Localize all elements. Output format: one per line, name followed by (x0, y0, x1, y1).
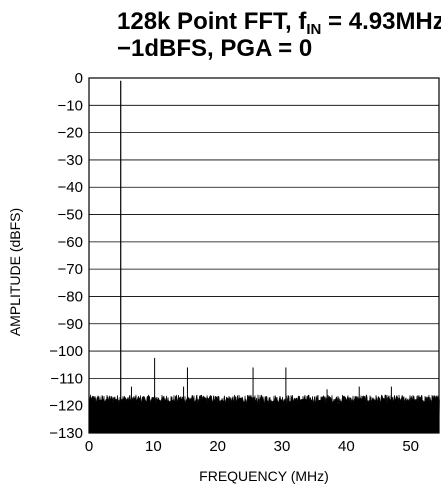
x-tick-label: 0 (85, 438, 93, 455)
chart-title-line2: −1dBFS, PGA = 0 (117, 35, 312, 62)
chart-title-line1: 128k Point FFT, fIN = 4.93MHz, (117, 8, 441, 38)
x-tick-label: 40 (338, 438, 355, 455)
spectrum-lines (121, 81, 392, 433)
y-axis-label: AMPLITUDE (dBFS) (7, 208, 23, 336)
plot-frame (89, 78, 439, 433)
noise-floor-fill (89, 395, 440, 433)
y-tick-label: −130 (49, 425, 83, 442)
y-tick-label: 0 (75, 70, 83, 87)
x-tick-label: 20 (209, 438, 226, 455)
x-tick-label: 10 (145, 438, 162, 455)
x-tick-label: 30 (274, 438, 291, 455)
y-tick-label: −50 (58, 207, 83, 224)
y-tick-label: −30 (58, 152, 83, 169)
plot-border (89, 78, 439, 433)
y-tick-label: −90 (58, 316, 83, 333)
y-tick-label: −20 (58, 125, 83, 142)
x-tick-label: 50 (402, 438, 419, 455)
y-tick-label: −10 (58, 97, 83, 114)
y-tick-label: −110 (50, 370, 83, 387)
y-tick-label: −120 (49, 398, 83, 415)
y-tick-label: −70 (58, 261, 83, 278)
y-tick-label: −60 (58, 234, 83, 251)
y-tick-label: −80 (58, 288, 83, 305)
x-axis-label: FREQUENCY (MHz) (199, 468, 329, 484)
y-tick-label: −100 (49, 343, 83, 360)
grid-lines (89, 105, 439, 405)
y-tick-labels: 0 −10 −20 −30 −40 −50 −60 −70 −80 −90 −100 −110 −120… (49, 70, 83, 442)
noise-floor (89, 395, 440, 433)
chart-title-suffix: = 4.93MHz, (321, 8, 441, 35)
y-tick-label: −40 (58, 179, 83, 196)
